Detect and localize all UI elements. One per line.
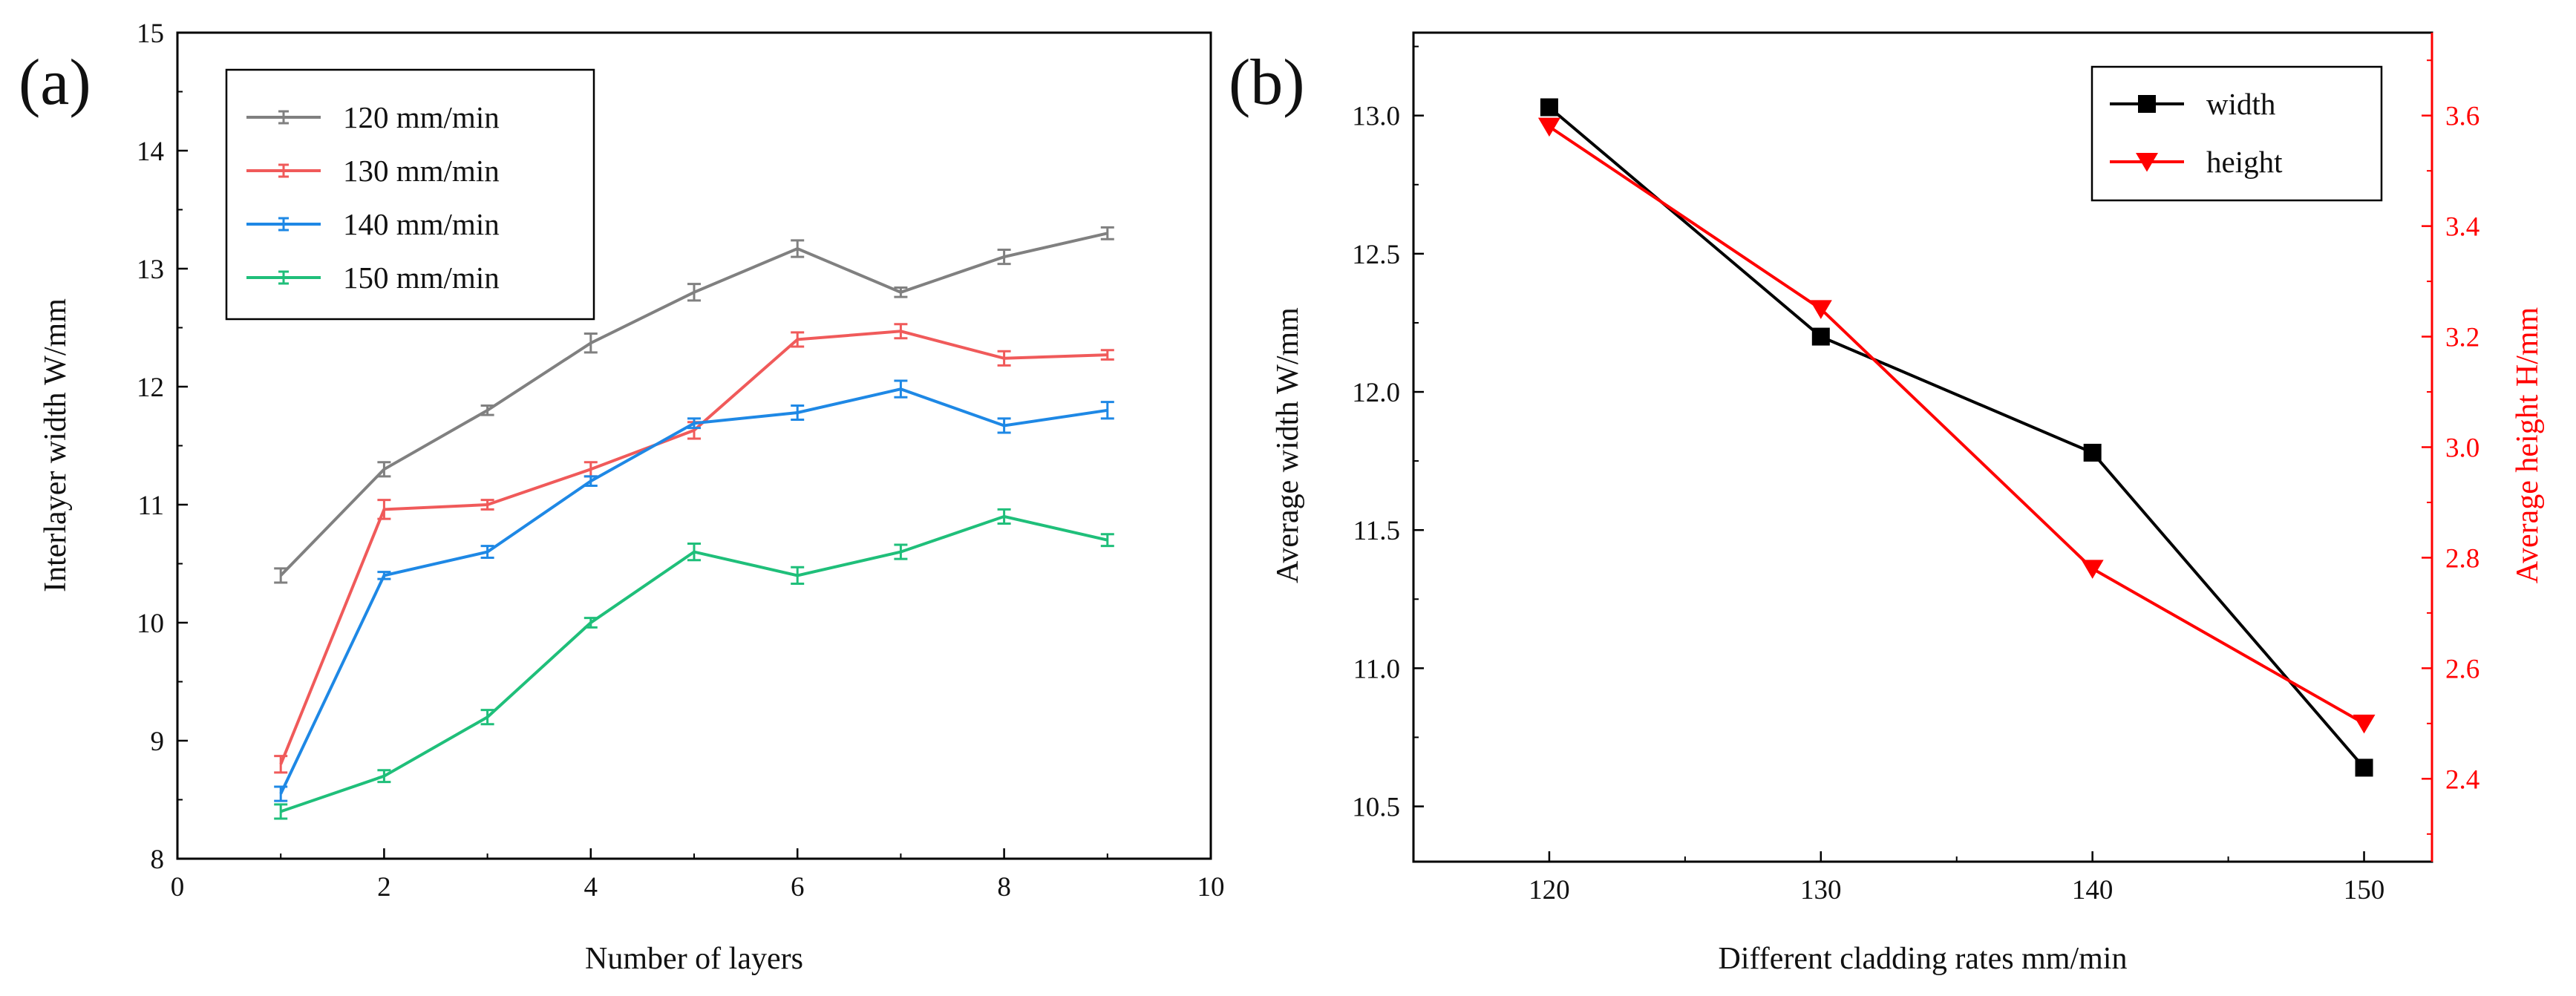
panel-b-x-tick-label: 120 [1529, 875, 1570, 905]
panel-a-y-tick-label: 12 [137, 373, 164, 403]
panel-a-x-tick-label: 2 [377, 872, 391, 902]
panel-b-right-y-tick-label: 2.4 [2445, 764, 2479, 795]
panel-b-right-y-tick-label: 2.6 [2445, 654, 2479, 684]
panel-b-y-tick-label: 12.5 [1352, 240, 1400, 270]
panel-b-legend-label: width [2206, 87, 2275, 121]
panel-b-right-y-tick-label: 3.0 [2445, 433, 2479, 464]
panel-b-y-tick-label: 12.0 [1352, 378, 1400, 408]
panel-b-series-width [1540, 98, 2373, 777]
panel-b-width-marker [2355, 759, 2373, 777]
panel-a-series-140 [274, 379, 1114, 802]
panel-b-height-marker [1809, 300, 1832, 319]
panel-b-width-marker [1540, 98, 1558, 117]
panel-b-height-marker [1537, 117, 1560, 137]
panel-a-y-tick-label: 14 [137, 137, 164, 167]
panel-a-x-tick-label: 10 [1197, 872, 1225, 902]
panel-a-y-tick-label: 11 [137, 491, 164, 521]
panel-b-height-marker [2081, 560, 2104, 579]
panel-b-width-marker [1811, 327, 1830, 346]
panel-b-x-tick-label: 140 [2072, 875, 2114, 905]
panel-b-right-y-tick-label: 3.4 [2445, 212, 2479, 243]
panel-b-right-y-tick-label: 3.2 [2445, 323, 2479, 353]
panel-b-y-tick-label: 11.0 [1353, 654, 1400, 684]
panel-a-y-tick-label: 9 [151, 727, 165, 757]
panel-b-x-tick-label: 150 [2344, 875, 2385, 905]
panel-b-y-tick-label: 11.5 [1353, 516, 1400, 546]
panel-a-x-tick-label: 4 [584, 872, 598, 902]
panel-b-right-y-tick-label: 3.6 [2445, 102, 2479, 132]
panel-b-y-axis-title: Average width W/mm [1271, 307, 1305, 583]
panel-a-x-tick-label: 8 [997, 872, 1011, 902]
panel-b-letter: (b) [1229, 47, 1305, 119]
panel-b-legend-label: height [2206, 145, 2283, 179]
panel-a-y-tick-label: 15 [137, 19, 164, 49]
panel-a-legend-label: 140 mm/min [343, 207, 500, 241]
panel-b-right-y-tick-label: 2.8 [2445, 543, 2479, 574]
panel-b-series-line [1548, 105, 2366, 769]
panel-b-x-axis-title: Different cladding rates mm/min [1719, 942, 2128, 976]
panel-b-right-y-axis-title: Average height H/mm [2511, 307, 2545, 583]
panel-b-series-height [1537, 117, 2376, 734]
panel-a-legend-label: 150 mm/min [343, 261, 500, 295]
panel-a-x-tick-label: 0 [171, 872, 185, 902]
panel-b-height-marker [2353, 714, 2376, 734]
panel-b-y-tick-label: 10.5 [1352, 793, 1400, 823]
panel-b-legend-marker [2138, 95, 2156, 113]
panel-a-x-tick-label: 6 [791, 872, 805, 902]
panel-a-series-130 [274, 323, 1114, 774]
panel-a-plot-frame [176, 31, 1212, 860]
panel-a-line-chart: (a) 0 2 4 6 8 10 8 9 10 11 12 13 14 15 120 mm/min 130 … [19, 19, 1225, 976]
panel-a-letter: (a) [19, 47, 91, 119]
panel-a-series-120 [274, 226, 1114, 584]
panel-b-legend: width height [2090, 65, 2383, 202]
panel-a-y-axis-title: Interlayer width W/mm [39, 298, 73, 592]
panel-a-x-axis-title: Number of layers [585, 942, 803, 976]
panel-a-y-tick-label: 10 [137, 609, 164, 639]
panel-a-y-tick-label: 13 [137, 255, 164, 285]
panel-b-x-tick-label: 130 [1800, 875, 1842, 905]
panel-b-dual-axis-chart: (b) 120 130 140 150 10.5 11.0 11.5 12.0 12.5 13.0… [1229, 31, 2545, 976]
panel-b-legend-marker [2136, 153, 2158, 172]
panel-b-legend-box [2090, 65, 2383, 202]
panel-a-series-150 [274, 508, 1114, 820]
panel-b-width-marker [2083, 443, 2102, 462]
panel-a-legend: 120 mm/min 130 mm/min 140 mm/min 150 mm/min [225, 68, 595, 321]
panel-b-series-line [1548, 125, 2365, 725]
panel-a-y-tick-label: 8 [151, 845, 165, 875]
panel-b-y-tick-label: 13.0 [1352, 102, 1400, 132]
panel-a-legend-label: 120 mm/min [343, 100, 500, 134]
panel-a-legend-label: 130 mm/min [343, 154, 500, 188]
